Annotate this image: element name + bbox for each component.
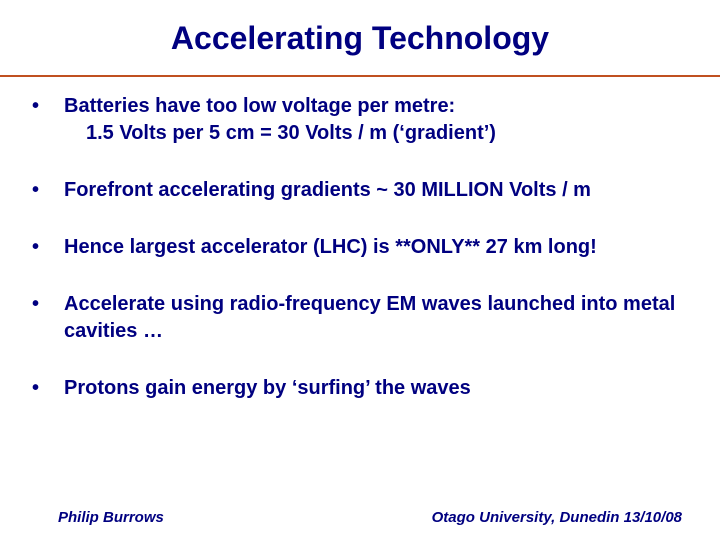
bullet-text: Batteries have too low voltage per metre… <box>64 95 455 117</box>
bullet-subtext: 1.5 Volts per 5 cm = 30 Volts / m (‘grad… <box>64 120 692 147</box>
bullet-item: Batteries have too low voltage per metre… <box>28 93 692 147</box>
footer: Philip Burrows Otago University, Dunedin… <box>0 509 720 526</box>
bullet-list: Batteries have too low voltage per metre… <box>28 93 692 402</box>
bullet-text: Forefront accelerating gradients ~ 30 MI… <box>64 179 591 201</box>
footer-author: Philip Burrows <box>58 509 164 526</box>
bullet-text: Protons gain energy by ‘surfing’ the wav… <box>64 377 471 399</box>
title-area: Accelerating Technology <box>0 0 720 57</box>
bullet-item: Accelerate using radio-frequency EM wave… <box>28 291 692 345</box>
bullet-text: Accelerate using radio-frequency EM wave… <box>64 293 675 342</box>
bullet-item: Forefront accelerating gradients ~ 30 MI… <box>28 177 692 204</box>
bullet-item: Protons gain energy by ‘surfing’ the wav… <box>28 375 692 402</box>
content-area: Batteries have too low voltage per metre… <box>0 77 720 402</box>
bullet-item: Hence largest accelerator (LHC) is **ONL… <box>28 234 692 261</box>
footer-venue: Otago University, Dunedin 13/10/08 <box>432 509 682 526</box>
slide-title: Accelerating Technology <box>0 20 720 57</box>
bullet-text: Hence largest accelerator (LHC) is **ONL… <box>64 236 597 258</box>
